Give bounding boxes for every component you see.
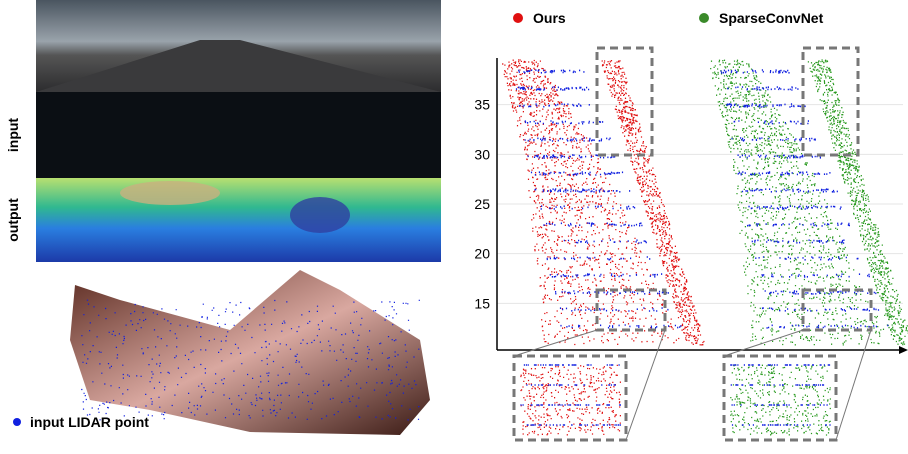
zoom-boxes — [514, 48, 871, 440]
output-depth — [36, 178, 441, 262]
arrow — [899, 346, 908, 354]
legend-dot — [699, 13, 709, 23]
output-label: output — [5, 198, 21, 242]
legend-label: Ours — [533, 10, 566, 26]
y-tick-label: 15 — [474, 295, 490, 311]
input-depth — [36, 92, 441, 178]
legend-dot — [513, 13, 523, 23]
zoom-lines — [514, 330, 871, 440]
y-tick-label: 35 — [474, 97, 490, 113]
y-tick-label: 30 — [474, 146, 490, 162]
figure: input output input LIDAR point Ours Spar… — [0, 0, 908, 449]
y-tick-label: 25 — [474, 196, 490, 212]
legend-label: SparseConvNet — [719, 10, 824, 26]
sparse-points — [710, 60, 908, 435]
depth-blob — [120, 181, 220, 205]
input-label: input — [5, 118, 21, 153]
lidar-label: input LIDAR point — [30, 414, 149, 430]
lidar-points — [516, 70, 889, 425]
page: input output input LIDAR point Ours Spar… — [0, 0, 908, 449]
y-tick-label: 20 — [474, 246, 490, 262]
legend-dot — [13, 418, 21, 426]
ours-points — [502, 60, 705, 435]
depth-car — [290, 197, 350, 233]
point-cloud — [70, 270, 430, 435]
